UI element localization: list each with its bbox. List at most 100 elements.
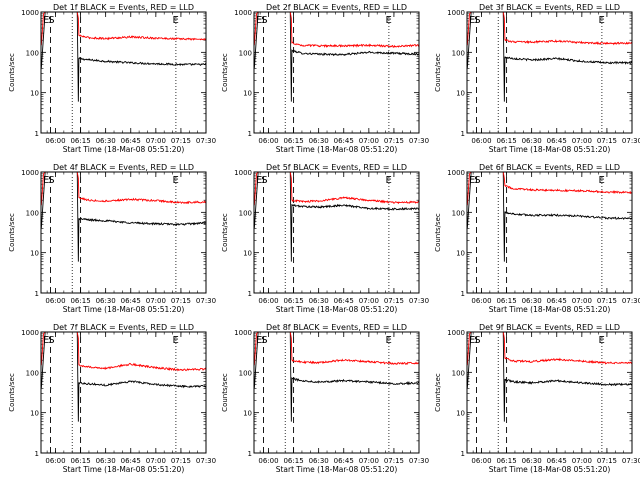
y-tick-label: 10 xyxy=(456,410,465,418)
chart-panel: Det 9f BLACK = Events, RED = LLD Start Ti… xyxy=(434,323,640,474)
event-annotation: E xyxy=(256,175,262,186)
x-tick-label: 06:45 xyxy=(547,137,567,145)
x-tick-label: 06:00 xyxy=(258,457,278,465)
event-annotation: E xyxy=(469,15,475,26)
chart-panel: Det 6f BLACK = Events, RED = LLD Start Ti… xyxy=(434,163,640,314)
x-tick-label: 07:15 xyxy=(597,297,617,305)
chart-panel: Det 5f BLACK = Events, RED = LLD Start Ti… xyxy=(221,163,429,314)
event-annotation: S xyxy=(474,175,480,186)
y-tick-label: 1000 xyxy=(447,9,465,17)
x-tick-label: 06:00 xyxy=(258,137,278,145)
x-tick-label: 06:15 xyxy=(283,457,303,465)
y-tick-label: 10 xyxy=(243,90,252,98)
y-axis-label: Counts/sec xyxy=(221,373,229,412)
x-tick-label: 07:00 xyxy=(146,457,166,465)
x-tick-label: 06:00 xyxy=(45,297,65,305)
x-tick-label: 07:30 xyxy=(622,297,640,305)
series-line-events xyxy=(253,171,420,262)
y-tick-label: 1 xyxy=(35,450,39,458)
x-tick-label: 07:30 xyxy=(196,457,216,465)
event-annotation: E xyxy=(256,15,262,26)
event-annotation: E xyxy=(599,335,605,346)
x-tick-label: 06:00 xyxy=(45,137,65,145)
event-annotation: E xyxy=(599,15,605,26)
event-annotation: S xyxy=(261,335,267,346)
x-tick-label: 06:15 xyxy=(70,457,90,465)
y-tick-label: 1 xyxy=(461,290,465,298)
series-line-lld xyxy=(253,171,420,206)
x-tick-label: 07:00 xyxy=(572,297,592,305)
x-tick-label: 06:30 xyxy=(96,297,116,305)
series-line-events xyxy=(40,11,207,102)
x-tick-label: 06:45 xyxy=(334,457,354,465)
x-tick-label: 07:15 xyxy=(597,137,617,145)
x-tick-label: 07:15 xyxy=(384,457,404,465)
series-line-events xyxy=(40,171,207,262)
y-tick-label: 100 xyxy=(26,49,39,57)
y-tick-label: 10 xyxy=(243,250,252,258)
x-tick-label: 06:15 xyxy=(496,137,516,145)
x-tick-label: 06:30 xyxy=(522,137,542,145)
y-tick-label: 100 xyxy=(239,369,252,377)
plot-frame xyxy=(40,331,207,454)
y-tick-label: 10 xyxy=(30,250,39,258)
series-line-lld xyxy=(466,331,633,366)
event-annotation: E xyxy=(173,15,179,26)
chart-panel: Det 3f BLACK = Events, RED = LLD Start Ti… xyxy=(434,3,640,154)
y-axis-label: Counts/sec xyxy=(434,213,442,252)
event-annotation: E xyxy=(173,175,179,186)
y-tick-label: 100 xyxy=(239,49,252,57)
y-tick-label: 1000 xyxy=(234,329,252,337)
x-tick-label: 06:45 xyxy=(547,297,567,305)
series-line-events xyxy=(253,331,420,422)
y-tick-label: 1 xyxy=(35,130,39,138)
x-tick-label: 07:15 xyxy=(171,137,191,145)
event-annotation: S xyxy=(261,15,267,26)
plot-frame xyxy=(466,331,633,454)
x-tick-label: 07:00 xyxy=(572,137,592,145)
x-tick-label: 07:30 xyxy=(196,297,216,305)
event-annotation: S xyxy=(474,335,480,346)
chart-title: Det 5f BLACK = Events, RED = LLD xyxy=(266,163,407,172)
y-tick-label: 10 xyxy=(30,410,39,418)
event-annotation: S xyxy=(261,175,267,186)
y-tick-label: 1000 xyxy=(21,9,39,17)
x-axis-label: Start Time (18-Mar-08 05:51:20) xyxy=(276,305,398,314)
y-tick-label: 10 xyxy=(243,410,252,418)
x-axis-label: Start Time (18-Mar-08 05:51:20) xyxy=(489,465,611,474)
x-axis-label: Start Time (18-Mar-08 05:51:20) xyxy=(276,145,398,154)
y-tick-label: 1000 xyxy=(21,169,39,177)
x-tick-label: 06:30 xyxy=(309,457,329,465)
y-tick-label: 1 xyxy=(461,130,465,138)
x-tick-label: 06:00 xyxy=(471,297,491,305)
event-annotation: E xyxy=(43,175,49,186)
x-tick-label: 07:15 xyxy=(171,297,191,305)
plot-frame xyxy=(253,331,420,454)
y-tick-label: 100 xyxy=(26,209,39,217)
y-tick-label: 10 xyxy=(456,250,465,258)
y-tick-label: 1000 xyxy=(234,169,252,177)
x-tick-label: 06:45 xyxy=(334,137,354,145)
x-tick-label: 07:30 xyxy=(196,137,216,145)
y-tick-label: 10 xyxy=(456,90,465,98)
x-tick-label: 06:45 xyxy=(334,297,354,305)
x-tick-label: 07:15 xyxy=(384,297,404,305)
y-tick-label: 1 xyxy=(248,130,252,138)
x-tick-label: 06:45 xyxy=(121,297,141,305)
x-tick-label: 06:00 xyxy=(45,457,65,465)
chart-panel: Det 7f BLACK = Events, RED = LLD Start Ti… xyxy=(8,323,216,474)
series-line-lld xyxy=(253,11,420,48)
x-tick-label: 06:30 xyxy=(522,297,542,305)
x-axis-label: Start Time (18-Mar-08 05:51:20) xyxy=(489,145,611,154)
series-line-events xyxy=(466,331,633,422)
x-tick-label: 07:30 xyxy=(409,137,429,145)
x-tick-label: 06:30 xyxy=(96,457,116,465)
x-tick-label: 06:00 xyxy=(471,137,491,145)
y-axis-label: Counts/sec xyxy=(221,53,229,92)
x-axis-label: Start Time (18-Mar-08 05:51:20) xyxy=(63,145,185,154)
series-line-events xyxy=(253,11,420,102)
y-tick-label: 100 xyxy=(452,369,465,377)
chart-title: Det 6f BLACK = Events, RED = LLD xyxy=(479,163,620,172)
event-annotation: E xyxy=(386,175,392,186)
